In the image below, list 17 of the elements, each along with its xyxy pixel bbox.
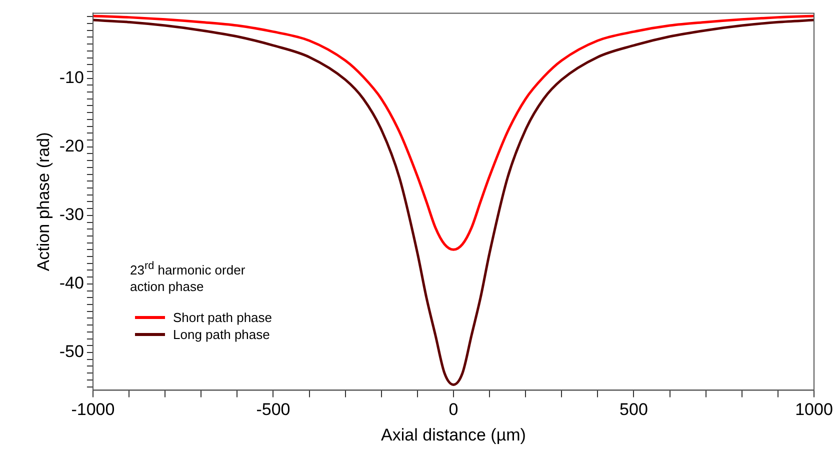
y-tick-label: -40 <box>59 274 84 293</box>
x-axis-title: Axial distance (µm) <box>381 425 526 444</box>
y-axis-title: Action phase (rad) <box>34 132 53 272</box>
legend-title: 23$^{rd}$ harmonic order action phase <box>130 259 246 296</box>
x-tick-label: 500 <box>620 400 648 420</box>
y-tick-label: -10 <box>59 68 84 88</box>
y-tick-label: -20 <box>59 136 84 156</box>
x-tick-label: 1000 <box>795 400 833 420</box>
y-tick-label: -30 <box>59 205 84 224</box>
line-series <box>92 14 814 251</box>
y-tick-label: -50 <box>59 342 84 362</box>
x-tick-label: -500 <box>256 400 290 420</box>
legend-label: Long path phase <box>173 326 270 344</box>
x-tick-label: 0 <box>448 400 458 420</box>
x-tick-label: -1000 <box>71 400 115 420</box>
line-series <box>92 18 814 386</box>
legend-label: Short path phase <box>173 309 272 326</box>
